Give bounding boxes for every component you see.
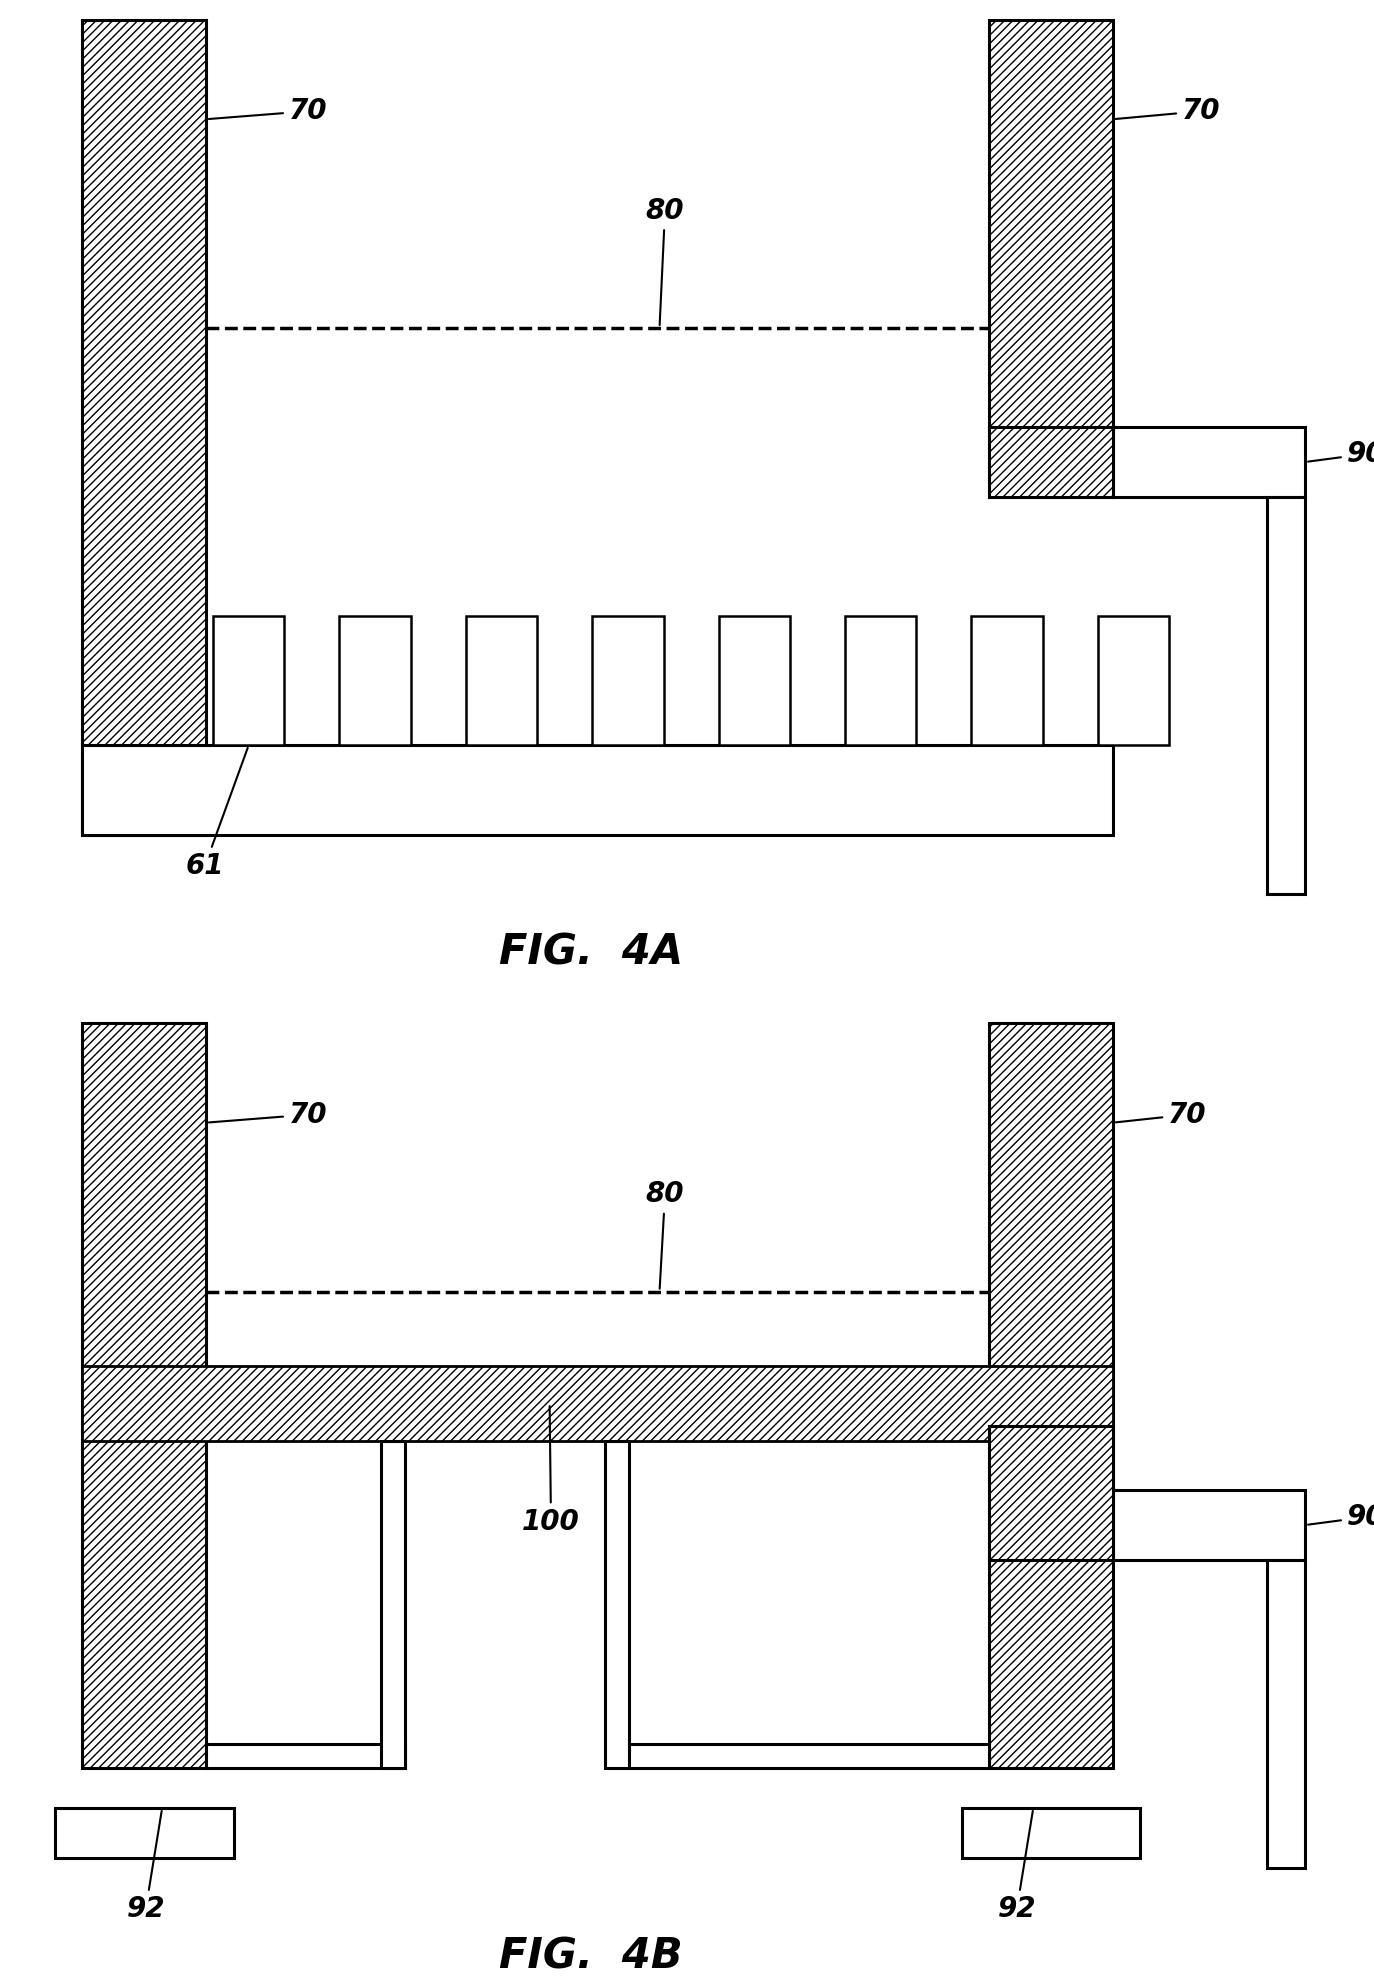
Text: 90: 90 <box>1308 1502 1374 1532</box>
Bar <box>989 427 1113 497</box>
Bar <box>719 616 790 745</box>
Bar <box>989 1023 1113 1768</box>
Bar <box>1098 616 1169 745</box>
Bar <box>845 616 916 745</box>
Text: 80: 80 <box>646 197 684 326</box>
Bar <box>1113 1490 1305 1560</box>
Bar <box>339 616 411 745</box>
Bar <box>962 1808 1140 1858</box>
Bar <box>592 616 664 745</box>
Bar <box>1267 497 1305 894</box>
Bar <box>82 20 206 835</box>
Bar <box>989 20 1113 497</box>
Bar <box>605 1441 629 1768</box>
Bar <box>971 616 1043 745</box>
Bar <box>1267 1560 1305 1868</box>
Text: FIG.  4A: FIG. 4A <box>499 932 683 974</box>
Bar <box>82 745 1113 835</box>
Bar <box>213 616 284 745</box>
Text: 80: 80 <box>646 1180 684 1290</box>
Text: FIG.  4B: FIG. 4B <box>499 1935 683 1977</box>
Text: 90: 90 <box>1308 439 1374 469</box>
Bar <box>381 1441 405 1768</box>
Text: 92: 92 <box>126 1810 165 1923</box>
Text: 61: 61 <box>185 747 247 880</box>
Bar <box>466 616 537 745</box>
Text: 100: 100 <box>522 1407 580 1536</box>
Text: 70: 70 <box>209 1101 327 1129</box>
Bar <box>82 1023 206 1768</box>
Bar <box>55 1808 234 1858</box>
Bar <box>989 1427 1113 1560</box>
Bar <box>1113 427 1305 497</box>
Text: 70: 70 <box>1116 1101 1206 1129</box>
Bar <box>206 1745 405 1768</box>
Text: 70: 70 <box>1116 97 1220 125</box>
Bar <box>629 1745 989 1768</box>
Bar <box>82 1367 1113 1441</box>
Text: 92: 92 <box>998 1810 1036 1923</box>
Text: 70: 70 <box>209 97 327 125</box>
